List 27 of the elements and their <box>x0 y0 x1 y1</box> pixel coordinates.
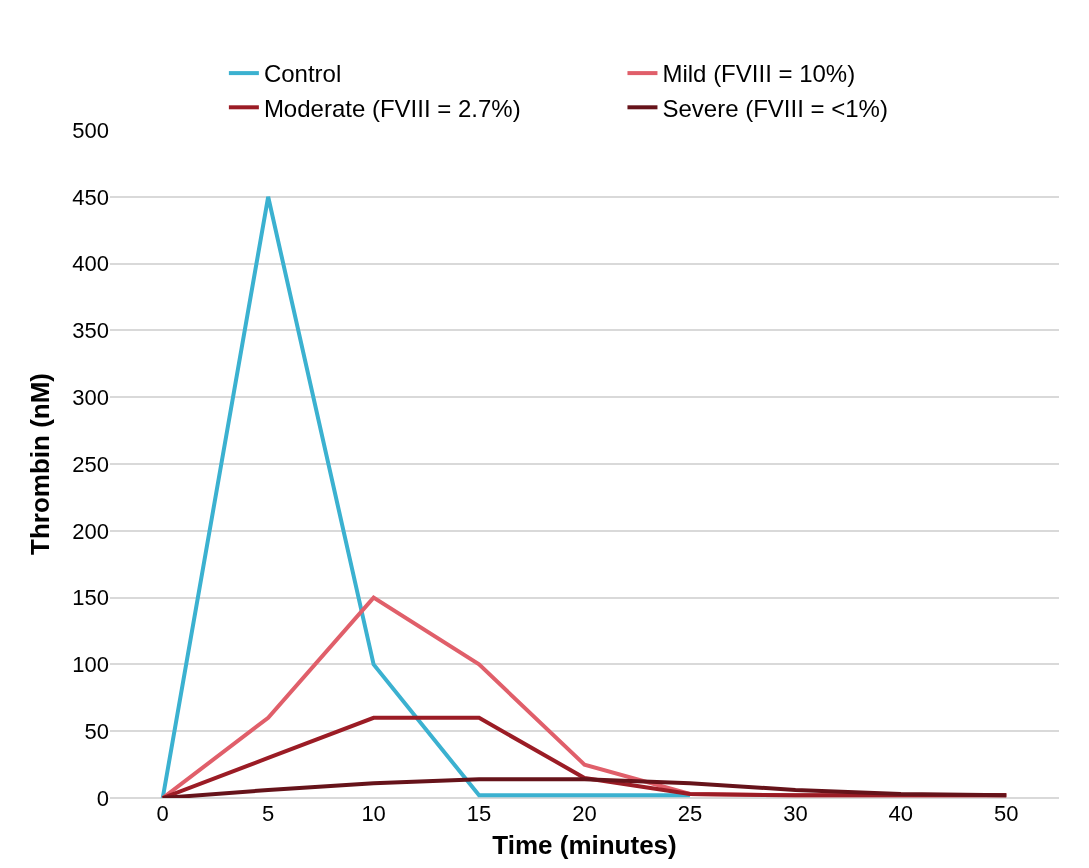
legend-label: Moderate (FVIII = 2.7%) <box>263 94 521 122</box>
x-tick-label: 25 <box>677 801 703 826</box>
y-tick-label: 300 <box>72 384 109 410</box>
y-tick-label: 400 <box>72 251 109 277</box>
y-tick-label: 150 <box>72 585 109 611</box>
legend-label: Mild (FVIII = 10%) <box>662 60 856 88</box>
y-tick-label: 250 <box>72 451 109 477</box>
y-tick-label: 200 <box>72 518 109 544</box>
x-tick-label: 5 <box>262 801 275 826</box>
y-tick-label: 50 <box>84 718 109 744</box>
legend-label: Control <box>263 60 342 88</box>
y-tick-label: 350 <box>72 318 109 344</box>
x-tick-label: 40 <box>888 801 914 826</box>
line-series <box>160 194 692 798</box>
x-tick-label: 0 <box>156 801 169 826</box>
y-axis-title: Thrombin (nM) <box>24 373 55 555</box>
x-tick-label: 50 <box>994 801 1019 826</box>
line-series <box>160 777 1009 798</box>
x-tick-label: 15 <box>466 801 492 826</box>
x-tick-label: 30 <box>783 801 808 826</box>
x-axis-title: Time (minutes) <box>492 829 677 860</box>
y-tick-label: 100 <box>72 652 109 678</box>
y-tick-label: 500 <box>72 117 109 143</box>
legend-label: Severe (FVIII = <1%) <box>662 94 888 122</box>
x-tick-label: 20 <box>572 801 597 826</box>
y-tick-label: 450 <box>72 184 109 210</box>
x-tick-label: 10 <box>361 801 386 826</box>
